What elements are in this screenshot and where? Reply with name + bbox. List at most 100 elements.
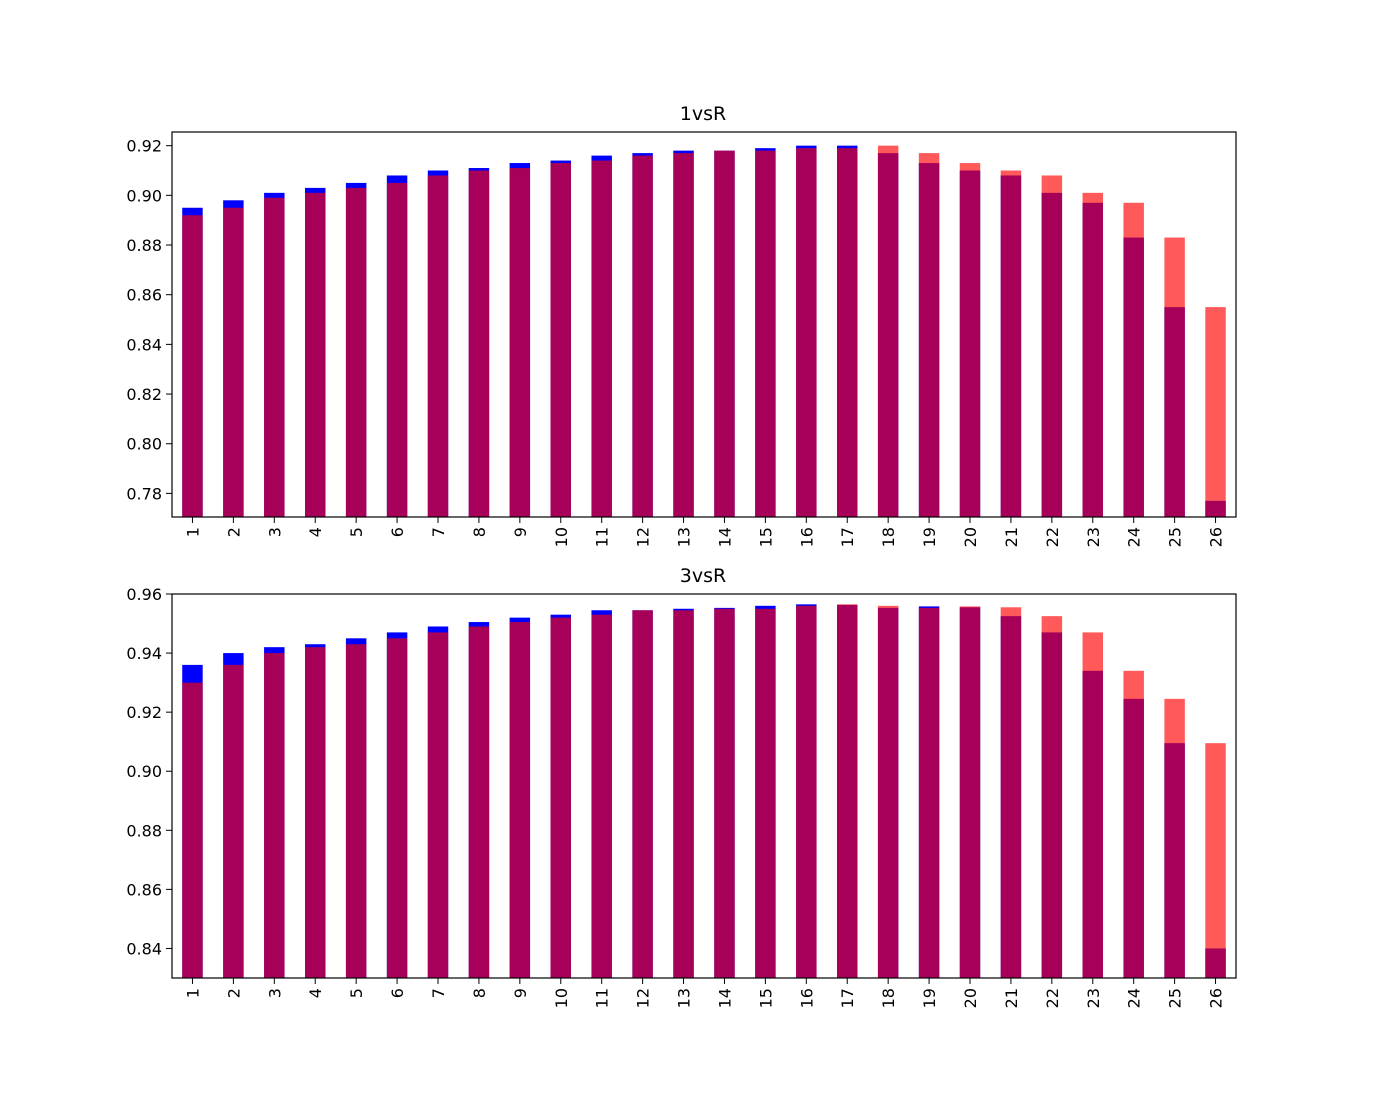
x-tick-label: 15 <box>756 988 775 1008</box>
y-axis-ticks: 0.78 0.80 0.82 0.84 0.86 0.88 0.90 0.92 <box>126 137 172 503</box>
y-tick-label: 0.92 <box>126 137 162 156</box>
x-tick-label: 23 <box>1084 988 1103 1008</box>
x-tick-label: 20 <box>961 527 980 547</box>
bar-series-2-16 <box>796 148 817 517</box>
plot-frame <box>171 593 1237 979</box>
x-tick-label: 10 <box>552 527 571 547</box>
bar-series-2-1 <box>182 682 203 978</box>
bar-series-2-7 <box>427 175 449 517</box>
x-tick-label: 6 <box>388 527 407 537</box>
bar-series-2-19 <box>918 153 940 518</box>
bar-series-2-21 <box>1000 607 1022 978</box>
x-tick-label: 4 <box>306 988 325 998</box>
bar-series-2-4 <box>305 192 326 517</box>
y-tick-label: 0.86 <box>126 286 162 305</box>
y-tick-label: 0.92 <box>126 703 162 722</box>
y-tick-label: 0.86 <box>126 880 162 899</box>
bar-series-2-15 <box>755 150 776 517</box>
y-tick-label: 0.90 <box>126 186 162 205</box>
x-tick-label: 5 <box>347 988 366 998</box>
x-tick-label: 24 <box>1125 527 1144 547</box>
x-tick-label: 25 <box>1166 527 1185 547</box>
x-tick-label: 7 <box>429 988 448 998</box>
x-tick-label: 13 <box>675 527 694 547</box>
bar-series-2-20 <box>959 606 981 978</box>
x-tick-label: 3 <box>265 527 284 537</box>
y-tick-label: 0.82 <box>126 385 162 404</box>
bar-series-2-15 <box>755 608 776 978</box>
bars-group <box>182 604 1226 978</box>
bar-series-2-4 <box>305 647 326 978</box>
bar-series-2-9 <box>509 168 531 517</box>
x-tick-label: 15 <box>756 527 775 547</box>
x-tick-label: 13 <box>675 988 694 1008</box>
x-tick-label: 11 <box>593 527 612 547</box>
x-tick-label: 9 <box>511 988 530 998</box>
x-tick-label: 18 <box>879 988 898 1008</box>
bar-series-2-11 <box>591 614 612 978</box>
x-tick-label: 3 <box>265 988 284 998</box>
x-tick-label: 4 <box>306 527 325 537</box>
bar-series-2-2 <box>223 207 244 517</box>
bar-series-2-8 <box>468 626 490 978</box>
x-tick-label: 2 <box>224 527 243 537</box>
x-tick-label: 11 <box>593 988 612 1008</box>
x-tick-label: 12 <box>634 988 653 1008</box>
bar-series-2-25 <box>1164 698 1185 978</box>
y-tick-label: 0.96 <box>126 585 162 604</box>
bar-series-2-1 <box>182 215 203 517</box>
y-axis-ticks: 0.84 0.86 0.88 0.90 0.92 0.94 0.96 <box>126 585 172 958</box>
bar-series-2-23 <box>1082 192 1103 517</box>
x-tick-label: 26 <box>1207 988 1226 1008</box>
bar-series-2-22 <box>1041 616 1063 978</box>
x-tick-label: 21 <box>1002 527 1021 547</box>
bar-series-2-21 <box>1000 170 1022 517</box>
y-tick-label: 0.80 <box>126 435 162 454</box>
x-tick-label: 8 <box>470 988 489 998</box>
bar-series-2-20 <box>959 163 981 518</box>
x-tick-label: 16 <box>797 988 816 1008</box>
bar-series-2-17 <box>837 604 858 978</box>
bar-series-2-26 <box>1205 743 1226 978</box>
x-tick-label: 24 <box>1125 988 1144 1008</box>
bar-series-2-10 <box>550 617 571 978</box>
y-tick-label: 0.84 <box>126 335 162 354</box>
bar-series-2-18 <box>877 605 899 978</box>
x-tick-label: 22 <box>1043 527 1062 547</box>
bar-series-2-5 <box>345 187 367 517</box>
x-axis-ticks: 1 2 3 4 5 6 7 8 9 10 11 12 13 14 15 16 17 18 19 20 21 22 23 24 2… <box>183 978 1226 1008</box>
y-tick-label: 0.88 <box>126 236 162 255</box>
bar-series-2-24 <box>1123 670 1144 978</box>
chart-title: 3vsR <box>680 565 726 587</box>
x-tick-label: 14 <box>715 988 734 1008</box>
bar-series-2-9 <box>509 622 531 978</box>
x-tick-label: 2 <box>224 988 243 998</box>
y-tick-label: 0.78 <box>126 484 162 503</box>
bar-series-2-8 <box>468 170 490 517</box>
x-tick-label: 17 <box>838 988 857 1008</box>
x-tick-label: 19 <box>920 527 939 547</box>
bar-series-2-2 <box>223 664 244 978</box>
x-tick-label: 10 <box>552 988 571 1008</box>
bar-series-2-14 <box>714 608 735 978</box>
bar-series-2-16 <box>796 605 817 978</box>
bar-series-2-12 <box>632 610 653 978</box>
bars-group <box>182 145 1226 518</box>
x-tick-label: 18 <box>879 527 898 547</box>
bar-series-2-11 <box>591 160 612 517</box>
x-tick-label: 6 <box>388 988 407 998</box>
bar-series-2-22 <box>1041 175 1063 517</box>
bar-series-2-18 <box>877 145 899 517</box>
bar-series-2-17 <box>837 148 858 517</box>
x-tick-label: 9 <box>511 527 530 537</box>
x-tick-label: 19 <box>920 988 939 1008</box>
bar-series-2-6 <box>386 182 408 518</box>
x-tick-label: 22 <box>1043 988 1062 1008</box>
x-tick-label: 26 <box>1207 527 1226 547</box>
bar-series-2-26 <box>1205 307 1226 517</box>
x-tick-label: 21 <box>1002 988 1021 1008</box>
bar-series-2-23 <box>1082 632 1103 978</box>
